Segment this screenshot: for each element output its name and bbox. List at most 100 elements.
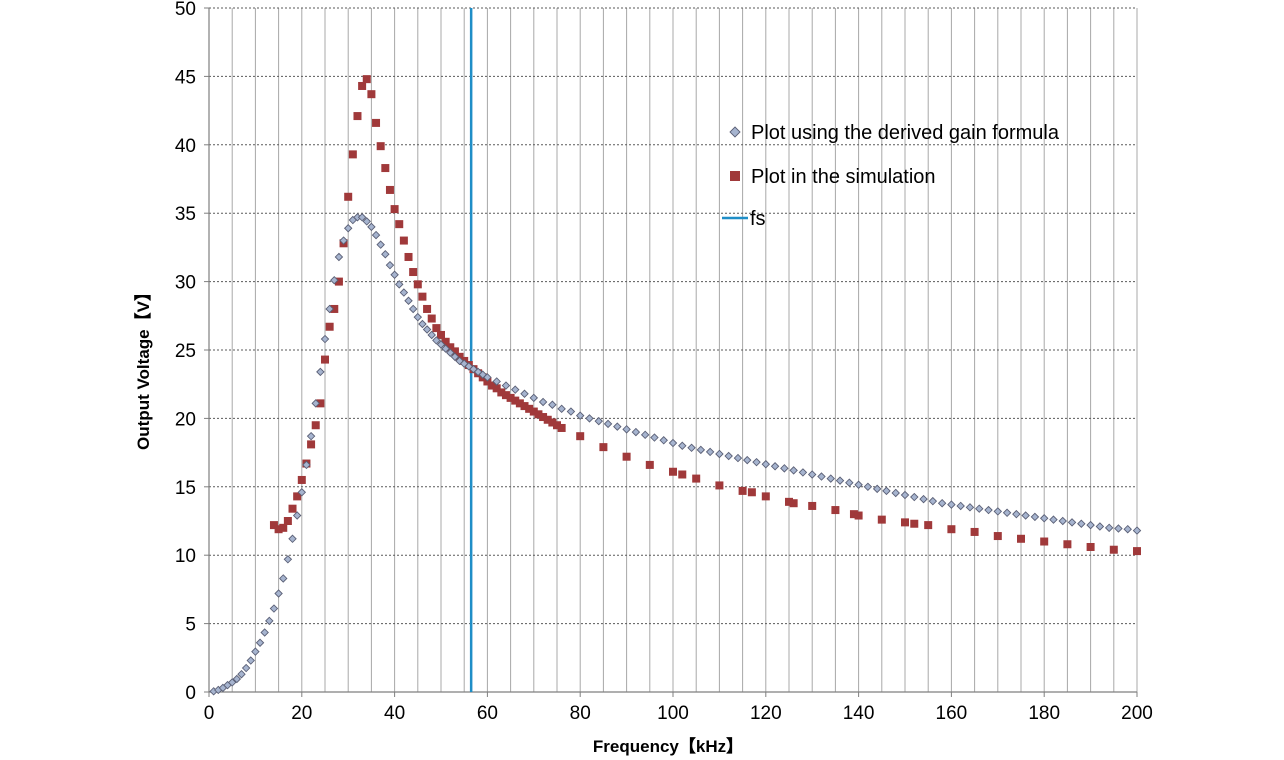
formula-point bbox=[910, 492, 919, 502]
simulation-point bbox=[441, 337, 450, 346]
simulation-point bbox=[362, 75, 371, 84]
formula-point bbox=[1067, 518, 1077, 527]
formula-point bbox=[297, 488, 307, 497]
simulation-point bbox=[599, 443, 608, 452]
formula-point bbox=[325, 304, 334, 314]
simulation-point bbox=[413, 280, 422, 289]
formula-point bbox=[441, 344, 450, 353]
y-tick-label: 25 bbox=[175, 341, 196, 362]
formula-point bbox=[520, 389, 529, 399]
simulation-point bbox=[785, 497, 793, 506]
simulation-point bbox=[947, 525, 956, 534]
formula-point bbox=[743, 455, 752, 465]
formula-point bbox=[227, 678, 237, 687]
formula-point bbox=[381, 250, 390, 259]
formula-point bbox=[339, 236, 348, 245]
x-tick-label: 20 bbox=[291, 703, 312, 724]
simulation-point bbox=[831, 506, 840, 515]
simulation-point bbox=[395, 220, 404, 229]
simulation-point bbox=[423, 304, 432, 313]
simulation-point bbox=[307, 440, 316, 449]
formula-point bbox=[269, 604, 279, 613]
formula-point bbox=[1132, 526, 1142, 535]
simulation-point bbox=[348, 150, 357, 159]
y-tick-label: 30 bbox=[175, 273, 196, 294]
data-series bbox=[209, 8, 1142, 696]
simulation-point bbox=[525, 404, 534, 413]
formula-point bbox=[418, 319, 427, 329]
formula-point bbox=[1095, 522, 1105, 531]
formula-point bbox=[334, 252, 344, 262]
formula-point bbox=[817, 472, 826, 481]
y-tick-label: 45 bbox=[175, 67, 196, 88]
formula-point bbox=[1049, 515, 1058, 524]
formula-point bbox=[947, 500, 956, 509]
x-tick-label: 40 bbox=[384, 703, 405, 724]
simulation-point bbox=[404, 252, 413, 261]
y-tick-label: 5 bbox=[185, 615, 196, 636]
formula-point bbox=[724, 451, 733, 461]
simulation-point bbox=[515, 399, 524, 408]
simulation-point bbox=[385, 185, 394, 194]
formula-point bbox=[302, 460, 311, 470]
x-tick-label: 140 bbox=[843, 703, 875, 724]
formula-point bbox=[288, 534, 297, 544]
formula-point bbox=[255, 638, 265, 647]
simulation-point bbox=[692, 474, 701, 483]
formula-point bbox=[872, 484, 882, 494]
formula-point bbox=[603, 419, 613, 429]
simulation-point bbox=[557, 423, 566, 432]
formula-point bbox=[928, 496, 938, 506]
simulation-point bbox=[808, 501, 817, 510]
formula-point bbox=[422, 325, 432, 334]
simulation-point bbox=[993, 532, 1002, 541]
formula-point bbox=[343, 224, 353, 233]
simulation-point bbox=[539, 413, 548, 422]
formula-point bbox=[807, 470, 817, 479]
simulation-point bbox=[418, 292, 427, 301]
y-tick-labels: 0 5 10 15 20 25 30 35 40 45 50 bbox=[175, 0, 196, 704]
x-tick-label: 160 bbox=[936, 703, 968, 724]
simulation-point bbox=[669, 467, 677, 476]
legend-label-simulation: Plot in the simulation bbox=[751, 166, 936, 188]
formula-point bbox=[770, 462, 780, 471]
formula-point bbox=[1002, 508, 1012, 518]
formula-point bbox=[891, 488, 900, 498]
legend-label-fs: fs bbox=[750, 208, 766, 230]
simulation-point bbox=[761, 492, 770, 501]
simulation-point bbox=[901, 518, 909, 527]
formula-point bbox=[1030, 512, 1040, 522]
simulation-point bbox=[381, 164, 390, 173]
simulation-point bbox=[849, 510, 858, 519]
simulation-point bbox=[738, 486, 747, 495]
y-tick-label: 0 bbox=[185, 683, 196, 704]
simulation-point bbox=[854, 511, 863, 520]
formula-point bbox=[241, 663, 251, 673]
y-tick-label: 35 bbox=[175, 204, 196, 225]
formula-point bbox=[395, 280, 404, 289]
simulation-point bbox=[334, 277, 343, 286]
formula-point bbox=[585, 414, 594, 423]
simulation-point bbox=[325, 322, 334, 331]
formula-point bbox=[631, 427, 641, 437]
formula-point bbox=[826, 474, 835, 483]
simulation-point bbox=[1133, 547, 1141, 556]
formula-point bbox=[237, 669, 246, 679]
simulation-point bbox=[534, 410, 543, 419]
formula-point bbox=[1021, 511, 1030, 520]
simulation-point bbox=[376, 142, 385, 151]
formula-point bbox=[1077, 519, 1086, 528]
x-tick-label: 60 bbox=[477, 703, 498, 724]
formula-point bbox=[427, 330, 436, 340]
formula-point bbox=[367, 222, 376, 232]
formula-point bbox=[687, 443, 696, 453]
x-tick-label: 100 bbox=[657, 703, 689, 724]
formula-point bbox=[306, 431, 316, 441]
formula-point bbox=[1039, 514, 1049, 523]
simulation-point bbox=[288, 504, 297, 513]
y-tick-label: 10 bbox=[175, 546, 196, 567]
simulation-point bbox=[645, 460, 654, 469]
formula-point bbox=[436, 340, 446, 349]
